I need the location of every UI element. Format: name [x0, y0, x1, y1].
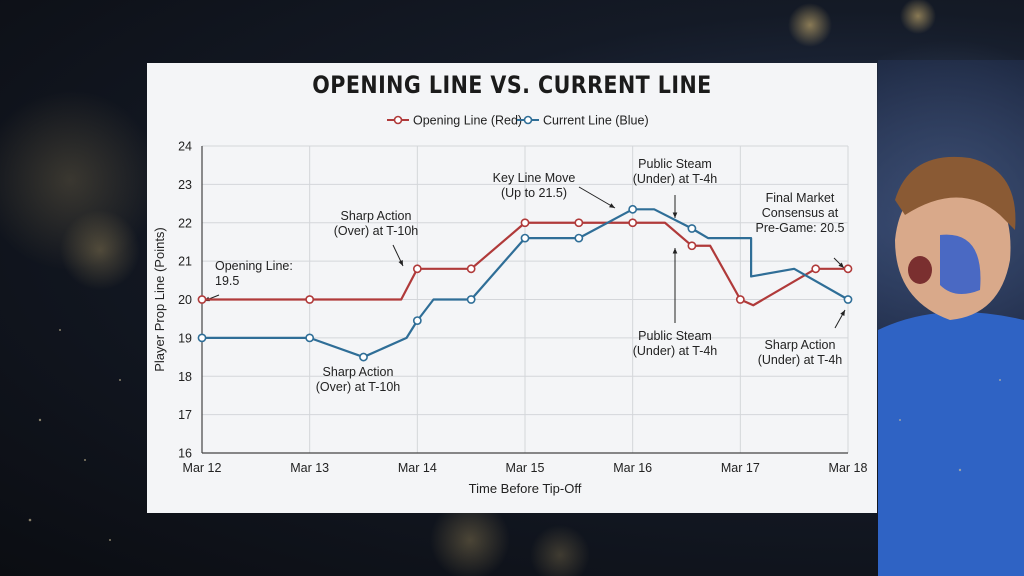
x-axis-title: Time Before Tip-Off — [469, 481, 582, 496]
annotation: Opening Line:19.5 — [203, 259, 293, 302]
x-tick-label: Mar 16 — [613, 461, 652, 475]
axes: 16 17 18 19 20 21 22 23 24 Mar 12 Mar 13 Mar 14 Mar … — [152, 140, 867, 497]
annotation-text: (Over) at T-10h — [316, 380, 401, 394]
annotation-text: Pre-Game: 20.5 — [756, 221, 845, 235]
y-tick-label: 20 — [178, 293, 192, 307]
data-point — [687, 224, 697, 233]
data-point — [520, 233, 530, 243]
annotation: Sharp Action(Over) at T-10h — [334, 209, 419, 267]
annotation-text: Sharp Action — [341, 209, 412, 223]
y-tick-label: 24 — [178, 140, 192, 154]
data-point — [197, 333, 207, 343]
y-axis-title: Player Prop Line (Points) — [152, 227, 167, 372]
arrow-head — [609, 203, 615, 208]
annotation: Sharp Action(Over) at T-10h — [316, 365, 401, 394]
annotation-text: Key Line Move — [493, 171, 576, 185]
annotation-text: Final Market — [766, 191, 835, 205]
arrow-head — [398, 260, 403, 266]
y-tick-label: 18 — [178, 370, 192, 384]
annotation-text: Consensus at — [762, 206, 839, 220]
annotation-arrow — [578, 186, 616, 209]
series-lines — [197, 204, 853, 362]
legend-label-opening: Opening Line (Red) — [413, 114, 522, 128]
data-point — [574, 233, 584, 243]
y-tick-label: 22 — [178, 216, 192, 230]
annotation-text: Public Steam — [638, 329, 712, 343]
data-point — [197, 295, 207, 304]
x-tick-label: Mar 17 — [721, 461, 760, 475]
annotation-text: Sharp Action — [323, 365, 394, 379]
data-point — [843, 264, 853, 274]
data-point — [628, 204, 638, 214]
x-tick-label: Mar 14 — [398, 461, 437, 475]
y-tick-label: 17 — [178, 408, 192, 422]
data-point — [412, 264, 422, 274]
arrow-head — [672, 248, 678, 254]
data-point — [466, 295, 476, 304]
annotation: Public Steam(Under) at T-4h — [633, 157, 718, 218]
annotation: Sharp Action(Under) at T-4h — [758, 309, 846, 367]
annotation: Public Steam(Under) at T-4h — [633, 248, 718, 358]
chart-panel: OPENING LINE VS. CURRENT LINE Opening Li… — [147, 63, 877, 513]
annotation-text: (Under) at T-4h — [758, 353, 843, 367]
x-tick-label: Mar 13 — [290, 461, 329, 475]
data-point — [811, 264, 821, 274]
chart-title: OPENING LINE VS. CURRENT LINE — [312, 71, 712, 99]
legend-label-current: Current Line (Blue) — [543, 114, 649, 128]
x-tick-label: Mar 12 — [183, 461, 222, 475]
annotation-text: (Under) at T-4h — [633, 344, 718, 358]
annotation-text: Sharp Action — [765, 338, 836, 352]
x-tick-label: Mar 15 — [506, 461, 545, 475]
y-tick-label: 23 — [178, 178, 192, 192]
annotation-text: (Up to 21.5) — [501, 186, 567, 200]
y-tick-label: 19 — [178, 331, 192, 345]
data-point — [628, 218, 638, 228]
legend: Opening Line (Red) Current Line (Blue) — [387, 114, 649, 128]
data-point — [843, 295, 853, 304]
x-tick-label: Mar 18 — [829, 461, 868, 475]
grid — [201, 145, 849, 454]
y-tick-label: 16 — [178, 447, 192, 461]
data-point — [412, 316, 422, 326]
arrow-head — [672, 212, 678, 218]
data-point — [359, 352, 368, 362]
annotation-text: (Under) at T-4h — [633, 172, 718, 186]
annotation-text: Opening Line: — [215, 259, 293, 273]
data-point — [574, 218, 584, 228]
annotation-text: 19.5 — [215, 274, 239, 288]
arrow-head — [838, 262, 844, 268]
annotation-text: Public Steam — [638, 157, 712, 171]
data-point — [687, 241, 697, 251]
data-point — [735, 295, 745, 304]
y-tick-label: 21 — [178, 255, 192, 269]
data-point — [466, 264, 476, 274]
annotation: Key Line Move(Up to 21.5) — [493, 171, 616, 209]
arrow-head — [840, 310, 845, 316]
data-point — [520, 218, 530, 228]
data-point — [305, 295, 315, 304]
line-chart: Opening Line (Red) Current Line (Blue) 1… — [152, 114, 867, 497]
data-point — [305, 333, 315, 343]
annotation-text: (Over) at T-10h — [334, 224, 419, 238]
